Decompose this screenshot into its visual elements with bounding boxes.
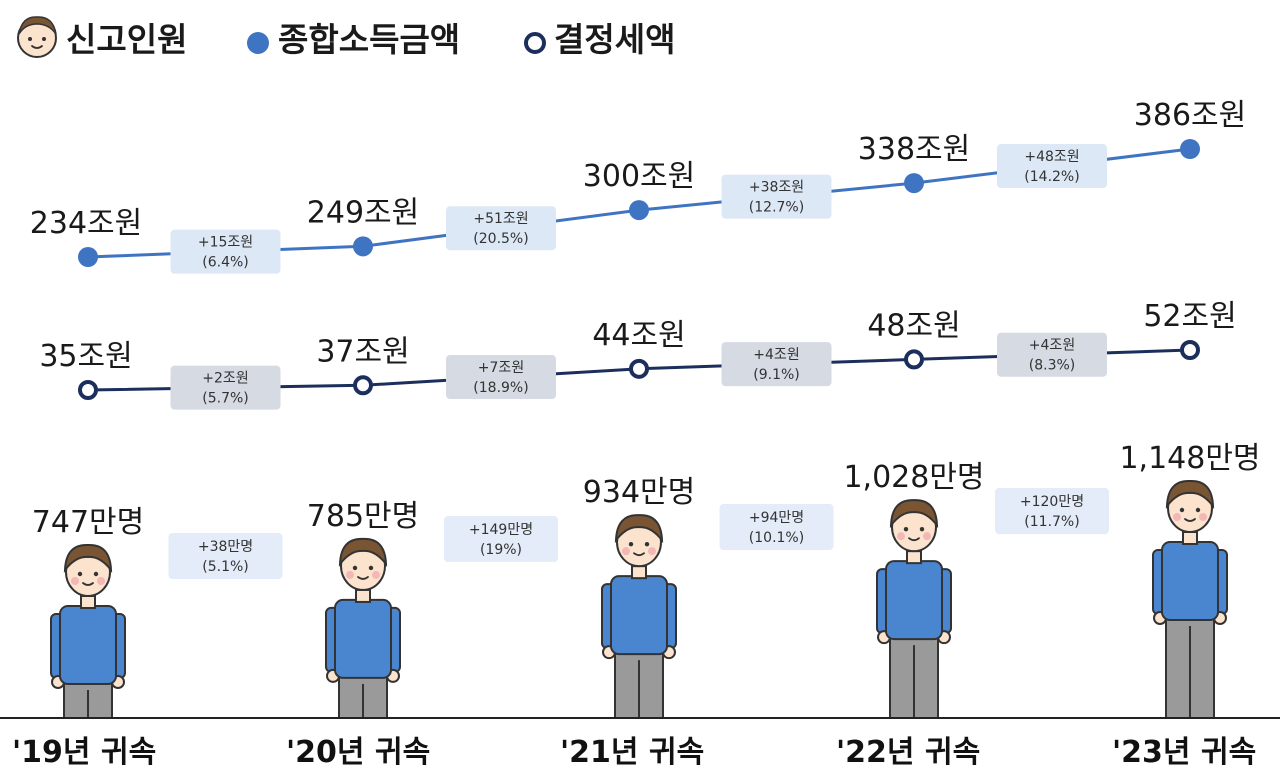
income-value-label: 249조원 [307,195,419,230]
tax-change-box [170,365,281,410]
legend: 신고인원 종합소득금액 결정세액 [17,16,675,59]
people-value-label: 1,028만명 [843,460,984,495]
income-change-pct: (14.2%) [1024,169,1079,185]
income-change-box [721,174,832,219]
people-change-amount: +149만명 [469,522,533,538]
income-change-amount: +15조원 [198,235,253,251]
year-label: '23년 귀속 [1112,735,1256,770]
tax-change-amount: +7조원 [478,360,524,376]
income-value-label: 386조원 [1134,98,1246,133]
year-label: '22년 귀속 [836,735,980,770]
people-change-box [719,504,834,550]
legend-income-label: 종합소득금액 [278,20,460,59]
tax-series: +2조원 (5.7%) +7조원 (18.9%) +4조원 (9.1%) +4조원 (8.3%… [39,299,1237,410]
tax-change-pct: (9.1%) [753,367,800,383]
tax-point [1180,340,1200,360]
people-change-pct: (11.7%) [1024,514,1079,530]
legend-tax-label: 결정세액 [554,20,675,59]
income-point [78,247,98,267]
tax-point [629,358,649,379]
person-icon [50,543,126,719]
tax-point [78,380,98,400]
legend-people-label: 신고인원 [66,20,187,59]
year-label: '21년 귀속 [560,735,704,770]
income-point [353,236,373,257]
people-change-pct: (10.1%) [749,530,804,546]
people-change-amount: +94만명 [749,510,804,526]
person-icon [601,514,677,719]
tax-value-label: 48조원 [867,308,960,343]
income-change-box [446,206,556,251]
people-change-pct: (5.1%) [202,559,249,575]
tax-point [353,375,373,396]
tax-value-label: 44조원 [592,318,685,353]
tax-change-amount: +4조원 [753,347,799,363]
tax-change-pct: (5.7%) [202,391,249,407]
income-change-box [997,144,1107,189]
income-point [629,200,649,221]
tax-value-label: 37조원 [316,334,409,369]
income-point [904,173,924,194]
tax-value-label: 52조원 [1143,299,1236,334]
tax-point [904,349,924,370]
income-change-box [170,229,281,274]
legend-tax-marker [524,32,546,54]
tax-change-amount: +2조원 [202,371,248,387]
tax-change-pct: (8.3%) [1029,358,1076,374]
people-change-pct: (19%) [480,542,522,558]
income-change-amount: +38조원 [749,180,804,196]
people-value-label: 785만명 [307,499,419,534]
income-value-label: 300조원 [583,159,695,194]
people-change-box [995,488,1109,534]
person-icon [325,537,401,720]
year-label: '20년 귀속 [286,735,430,770]
people-change-box [444,516,558,562]
tax-change-box [721,342,832,387]
people-series: 747만명 785만명 934만명 1,028만명 1,148만명 +38만명 (5.1%)… [32,441,1261,720]
income-change-amount: +51조원 [473,211,528,227]
year-labels: '19년 귀속 '20년 귀속 '21년 귀속 '22년 귀속 '23년 귀속 [12,735,1256,770]
tax-value-label: 35조원 [39,339,132,374]
year-label: '19년 귀속 [12,735,156,770]
people-value-label: 1,148만명 [1119,441,1260,476]
tax-change-pct: (18.9%) [473,380,528,396]
legend-income-marker [247,32,269,54]
income-series: +15조원 (6.4%) +51조원 (20.5%) +38조원 (12.7%) +48조원… [30,98,1246,274]
income-value-label: 234조원 [30,206,142,241]
income-change-pct: (20.5%) [473,231,528,247]
tax-change-box [446,355,556,400]
person-icon [1152,479,1228,719]
income-change-pct: (6.4%) [202,255,249,271]
people-value-label: 934만명 [583,475,695,510]
people-value-label: 747만명 [32,505,144,540]
tax-change-box [997,332,1107,377]
people-change-amount: +120만명 [1020,494,1084,510]
person-icon [876,499,952,719]
tax-change-amount: +4조원 [1029,338,1075,354]
income-change-amount: +48조원 [1024,149,1079,165]
legend-face-icon [17,16,57,58]
income-point [1180,139,1200,159]
income-change-pct: (12.7%) [749,200,804,216]
people-change-box [168,533,283,579]
income-value-label: 338조원 [858,132,970,167]
people-change-amount: +38만명 [198,539,253,555]
